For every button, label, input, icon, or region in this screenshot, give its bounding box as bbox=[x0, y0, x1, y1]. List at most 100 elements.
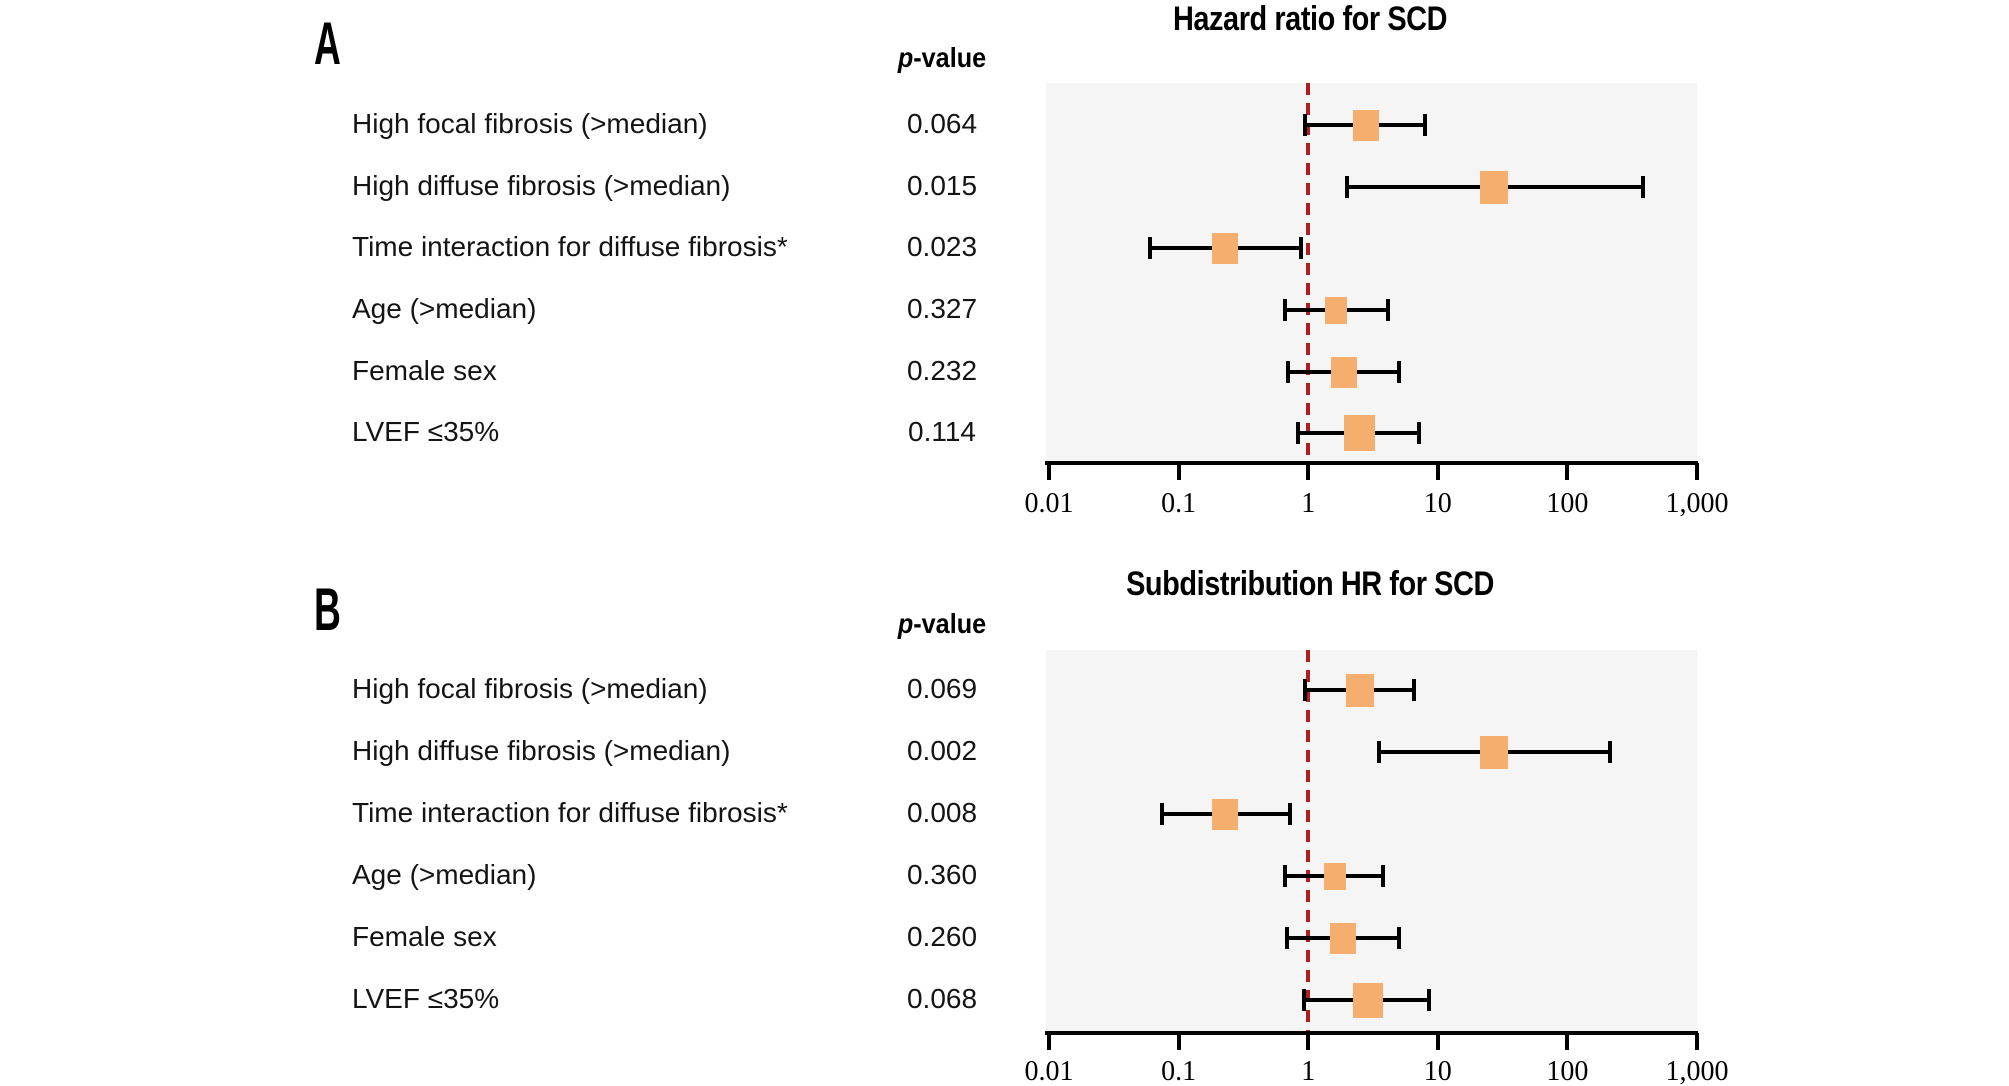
row-label: High focal fibrosis (>median) bbox=[352, 673, 708, 704]
row-p-value: 0.015 bbox=[906, 170, 978, 201]
row-label: Time interaction for diffuse fibrosis* bbox=[352, 797, 788, 828]
x-axis-tick-label: 100 bbox=[1546, 488, 1589, 519]
ci-cap-left bbox=[1286, 361, 1291, 383]
ci-cap-left bbox=[1345, 176, 1350, 198]
ci-cap-right bbox=[1423, 114, 1428, 136]
hr-point-marker bbox=[1345, 673, 1374, 707]
hr-point-marker bbox=[1212, 798, 1239, 830]
hr-point-marker bbox=[1353, 982, 1384, 1018]
row-label: High diffuse fibrosis (>median) bbox=[352, 735, 731, 766]
row-label: Age (>median) bbox=[352, 293, 537, 324]
hr-point-marker bbox=[1329, 922, 1356, 954]
x-axis-tick bbox=[1047, 463, 1051, 480]
row-p-value: 0.360 bbox=[906, 859, 978, 890]
p-value-column-header: p-value bbox=[898, 610, 986, 638]
row-p-value: 0.232 bbox=[906, 355, 978, 386]
x-axis-tick bbox=[1435, 463, 1440, 480]
panel-letter-a: A bbox=[314, 10, 341, 77]
plot-area bbox=[1046, 83, 1697, 463]
hr-point-marker bbox=[1344, 415, 1376, 451]
row-label: Time interaction for diffuse fibrosis* bbox=[352, 231, 788, 262]
hr-point-marker bbox=[1212, 232, 1239, 264]
row-label: Female sex bbox=[352, 921, 497, 952]
p-header-rest: -value bbox=[913, 42, 987, 73]
row-p-value: 0.114 bbox=[908, 416, 976, 447]
x-axis-tick-label: 100 bbox=[1546, 1056, 1589, 1086]
x-axis-tick-label: 0.01 bbox=[1024, 1056, 1074, 1086]
ci-cap-left bbox=[1282, 865, 1287, 887]
x-axis-tick bbox=[1047, 1033, 1051, 1050]
ci-cap-right bbox=[1385, 299, 1390, 321]
ci-cap-left bbox=[1302, 989, 1307, 1011]
row-p-value: 0.260 bbox=[906, 921, 978, 952]
x-axis-tick bbox=[1176, 1033, 1181, 1050]
p-value-column-header: p-value bbox=[898, 44, 986, 72]
x-axis-tick-label: 10 bbox=[1423, 488, 1452, 519]
x-axis-line bbox=[1045, 1031, 1698, 1035]
row-label: High focal fibrosis (>median) bbox=[352, 108, 708, 139]
row-p-value: 0.327 bbox=[906, 293, 978, 324]
ci-cap-right bbox=[1417, 422, 1422, 444]
ci-cap-right bbox=[1396, 927, 1401, 949]
x-axis-tick-label: 1,000 bbox=[1665, 1056, 1729, 1086]
x-axis-tick bbox=[1695, 463, 1699, 480]
row-p-value: 0.023 bbox=[906, 231, 978, 262]
panel-title: Subdistribution HR for SCD bbox=[1126, 565, 1494, 603]
ci-cap-left bbox=[1285, 927, 1290, 949]
panel-letter-b: B bbox=[314, 576, 341, 643]
row-p-value: 0.064 bbox=[906, 108, 978, 139]
row-p-value: 0.069 bbox=[906, 673, 978, 704]
ci-cap-right bbox=[1396, 361, 1401, 383]
ci-cap-right bbox=[1608, 741, 1613, 763]
row-p-value: 0.008 bbox=[906, 797, 978, 828]
hr-point-marker bbox=[1479, 170, 1508, 204]
x-axis-line bbox=[1045, 461, 1698, 465]
ci-cap-left bbox=[1303, 114, 1308, 136]
x-axis-tick bbox=[1435, 1033, 1440, 1050]
ci-cap-left bbox=[1147, 237, 1152, 259]
ci-cap-left bbox=[1376, 741, 1381, 763]
x-axis-tick bbox=[1306, 1033, 1311, 1050]
row-label: LVEF ≤35% bbox=[352, 983, 500, 1014]
reference-line-hr1 bbox=[1306, 650, 1311, 1033]
x-axis-tick-label: 0.01 bbox=[1024, 488, 1074, 519]
row-p-value: 0.002 bbox=[906, 735, 978, 766]
x-axis-tick-label: 1,000 bbox=[1665, 488, 1729, 519]
x-axis-tick bbox=[1565, 1033, 1570, 1050]
row-label: Female sex bbox=[352, 355, 497, 386]
x-axis-tick bbox=[1306, 463, 1311, 480]
ci-cap-right bbox=[1299, 237, 1303, 259]
row-label: Age (>median) bbox=[352, 859, 537, 890]
x-axis-tick bbox=[1565, 463, 1570, 480]
x-axis-tick-label: 0.1 bbox=[1161, 488, 1197, 519]
p-header-italic-p: p bbox=[897, 608, 914, 639]
row-label: LVEF ≤35% bbox=[352, 416, 500, 447]
ci-cap-right bbox=[1287, 803, 1292, 825]
hr-point-marker bbox=[1479, 735, 1508, 769]
row-p-value: 0.068 bbox=[906, 983, 978, 1014]
p-header-rest: -value bbox=[913, 608, 987, 639]
hr-point-marker bbox=[1353, 109, 1380, 141]
x-axis-tick-label: 1 bbox=[1301, 1056, 1316, 1086]
ci-cap-right bbox=[1640, 176, 1645, 198]
x-axis-tick bbox=[1695, 1033, 1699, 1050]
x-axis-tick-label: 1 bbox=[1301, 488, 1316, 519]
x-axis-tick-label: 10 bbox=[1423, 1056, 1452, 1086]
hr-point-marker bbox=[1323, 862, 1346, 890]
reference-line-hr1 bbox=[1306, 83, 1311, 463]
ci-cap-left bbox=[1303, 679, 1308, 701]
hr-point-marker bbox=[1331, 356, 1358, 388]
row-label: High diffuse fibrosis (>median) bbox=[352, 170, 731, 201]
ci-cap-left bbox=[1282, 299, 1287, 321]
plot-area bbox=[1046, 650, 1697, 1033]
hr-point-marker bbox=[1325, 296, 1348, 324]
x-axis-tick-label: 0.1 bbox=[1161, 1056, 1197, 1086]
ci-cap-left bbox=[1160, 803, 1165, 825]
ci-cap-right bbox=[1381, 865, 1386, 887]
ci-cap-right bbox=[1412, 679, 1417, 701]
x-axis-tick bbox=[1176, 463, 1181, 480]
ci-cap-right bbox=[1427, 989, 1432, 1011]
ci-cap-left bbox=[1296, 422, 1301, 444]
panel-title: Hazard ratio for SCD bbox=[1172, 0, 1448, 38]
